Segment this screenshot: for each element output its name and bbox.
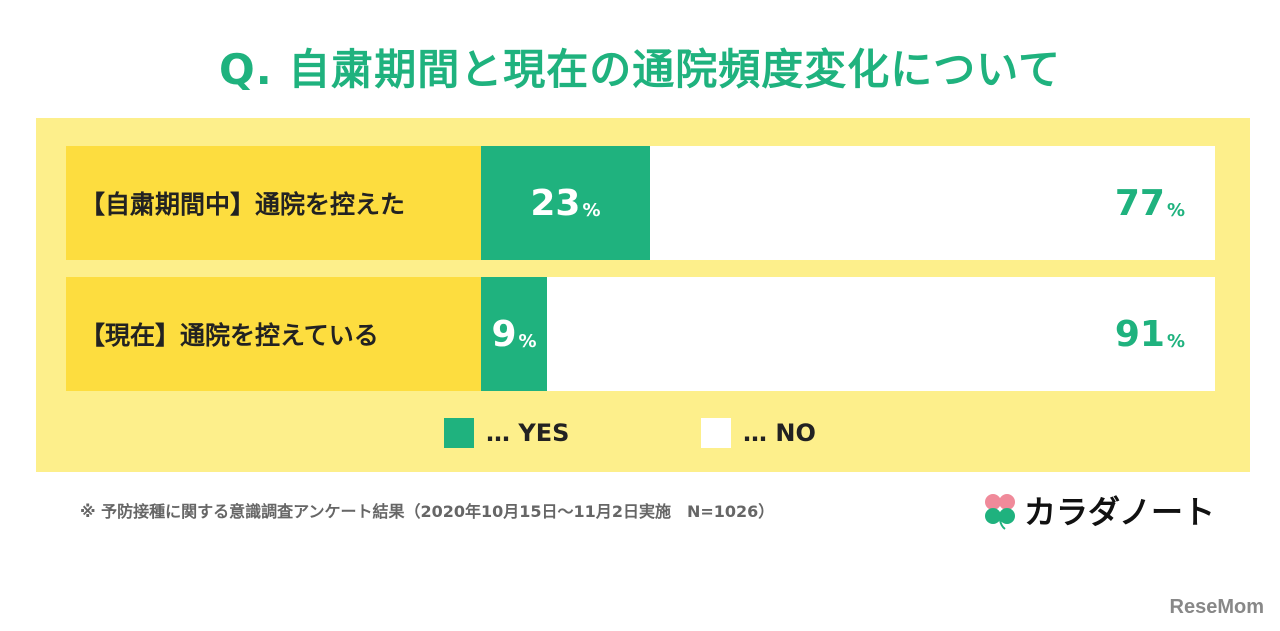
data-label: 9 (491, 313, 517, 355)
clover-icon (985, 494, 1015, 530)
legend-no: … NO (701, 418, 816, 448)
unit-label: % (1166, 199, 1185, 221)
legend-swatch-no (701, 418, 731, 448)
bar-no: 91% (547, 277, 1215, 391)
bar-yes: 23% (481, 146, 650, 260)
watermark: ReseMom (1169, 596, 1264, 618)
unit-label: % (582, 199, 601, 221)
legend-label-yes: YES (518, 419, 570, 447)
legend-prefix: … (486, 419, 510, 447)
unit-label: % (1166, 330, 1185, 352)
bar-row: 【現在】通院を控えている 9% 91% (66, 277, 1215, 391)
data-label: 23 (530, 182, 581, 224)
bar-row: 【自粛期間中】通院を控えた 23% 77% (66, 146, 1215, 260)
category-label: 【自粛期間中】通院を控えた (66, 146, 481, 260)
bar-no: 77% (649, 146, 1215, 260)
unit-label: % (518, 330, 537, 352)
chart-title: Q. 自粛期間と現在の通院頻度変化について (218, 45, 1062, 94)
legend-yes: … YES (444, 418, 569, 448)
legend-swatch-yes (444, 418, 474, 448)
logo-text: カラダノート (1024, 493, 1216, 531)
data-label: 77 (1114, 182, 1165, 224)
category-label: 【現在】通院を控えている (66, 277, 481, 391)
legend-label-no: NO (775, 419, 816, 447)
logo: カラダノート (980, 487, 1215, 533)
legend-prefix: … (743, 419, 767, 447)
data-label: 91 (1114, 313, 1165, 355)
bar-yes: 9% (481, 277, 548, 391)
footnote: ※ 予防接種に関する意識調査アンケート結果（2020年10月15日～11月2日実… (80, 502, 775, 521)
